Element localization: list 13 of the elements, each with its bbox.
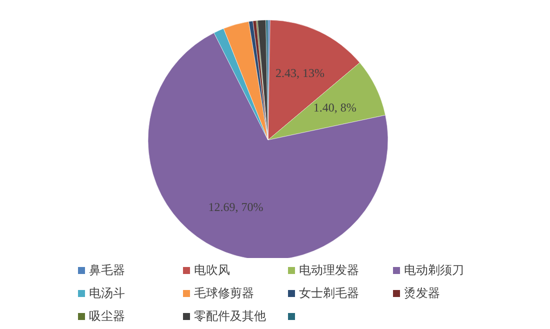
legend-label: 毛球修剪器 (194, 284, 254, 302)
data-label: 2.43, 13% (275, 66, 324, 80)
legend-label: 零配件及其他 (194, 308, 266, 324)
legend-label: 烫发器 (404, 284, 440, 302)
legend-label: 电动剃须刀 (404, 262, 464, 278)
legend-label: 吸尘器 (89, 308, 125, 324)
legend-label: 电吹风 (194, 262, 230, 278)
legend-label: 鼻毛器 (89, 262, 125, 278)
legend-label: 电动理发器 (299, 262, 359, 278)
legend-label: 电汤斗 (89, 284, 125, 302)
data-label: 1.40, 8% (313, 100, 356, 114)
data-label: 12.69, 70% (208, 200, 264, 214)
legend-label: 女士剃毛器 (299, 284, 359, 302)
